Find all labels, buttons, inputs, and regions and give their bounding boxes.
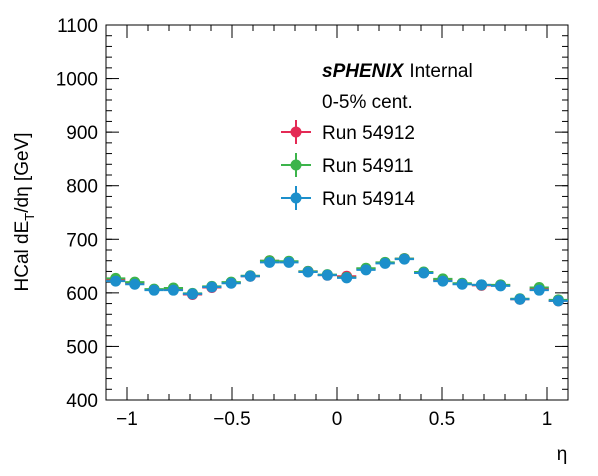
y-tick-label: 1000: [56, 70, 98, 91]
y-tick-label: 900: [66, 123, 98, 144]
marker: [129, 278, 141, 290]
annotation: sPHENIX Internal: [322, 61, 473, 82]
marker: [475, 279, 487, 291]
legend-label: Run 54911: [322, 156, 414, 177]
marker: [533, 284, 545, 296]
marker: [302, 266, 314, 278]
x-tick-label: 0.5: [429, 409, 455, 430]
marker: [244, 270, 256, 282]
y-label-part: /dη [GeV]: [12, 133, 33, 213]
marker: [283, 256, 295, 268]
legend-marker: [290, 192, 302, 204]
x-axis-label: η: [557, 444, 568, 465]
marker: [167, 284, 179, 296]
legend-label: Run 54914: [322, 189, 415, 210]
annotation: 0-5% cent.: [322, 92, 413, 113]
y-tick-label: 700: [66, 230, 98, 251]
marker: [418, 267, 430, 279]
marker: [264, 256, 276, 268]
y-tick-label: 800: [66, 177, 98, 198]
marker: [398, 253, 410, 265]
x-tick-label: −0.5: [213, 409, 251, 430]
marker: [187, 288, 199, 300]
marker: [321, 269, 333, 281]
y-axis-label: HCal dET/dη [GeV]: [12, 133, 37, 292]
legend-label: Run 54912: [322, 123, 415, 144]
y-label-part: HCal dE: [12, 221, 33, 292]
marker: [225, 277, 237, 289]
marker: [437, 275, 449, 287]
marker: [514, 293, 526, 305]
marker: [495, 280, 507, 292]
legend-marker: [290, 126, 302, 138]
status: Internal: [409, 61, 472, 82]
marker: [360, 264, 372, 276]
x-tick-label: 1: [542, 409, 553, 430]
y-tick-label: 600: [66, 284, 98, 305]
marker: [552, 295, 564, 307]
y-label-sub: T: [22, 213, 37, 221]
x-tick-label: −1: [116, 409, 138, 430]
y-tick-label: 500: [66, 337, 98, 358]
marker: [456, 278, 468, 290]
marker: [110, 275, 122, 287]
marker: [341, 272, 353, 284]
y-tick-label: 1100: [57, 16, 98, 37]
x-tick-label: 0: [332, 409, 343, 430]
marker: [379, 257, 391, 269]
experiment: sPHENIX: [322, 61, 405, 82]
marker: [206, 281, 218, 293]
legend-marker: [290, 159, 302, 171]
marker: [148, 284, 160, 296]
y-tick-label: 400: [66, 391, 98, 412]
